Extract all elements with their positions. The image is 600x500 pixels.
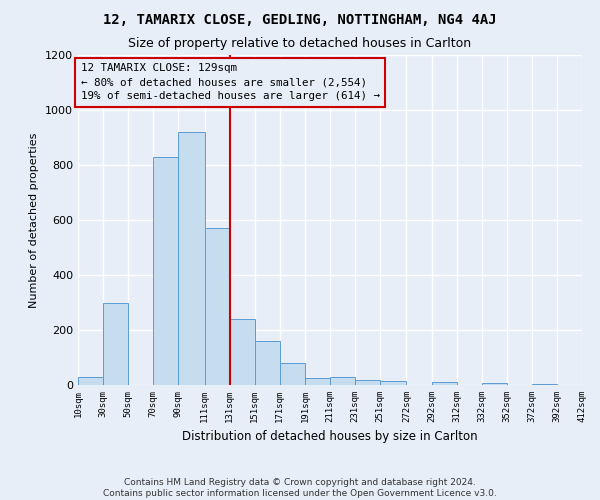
Bar: [230, 319, 255, 385]
Text: Contains HM Land Registry data © Crown copyright and database right 2024.
Contai: Contains HM Land Registry data © Crown c…: [103, 478, 497, 498]
Text: 12, TAMARIX CLOSE, GEDLING, NOTTINGHAM, NG4 4AJ: 12, TAMARIX CLOSE, GEDLING, NOTTINGHAM, …: [103, 12, 497, 26]
Bar: [431, 382, 457, 385]
Bar: [205, 228, 230, 385]
Bar: [355, 380, 380, 385]
Bar: [380, 381, 406, 385]
Bar: [78, 377, 103, 385]
Bar: [482, 383, 507, 385]
Bar: [255, 341, 280, 385]
Bar: [178, 132, 205, 385]
Y-axis label: Number of detached properties: Number of detached properties: [29, 132, 40, 308]
Bar: [153, 157, 178, 385]
Bar: [103, 302, 128, 385]
Text: Size of property relative to detached houses in Carlton: Size of property relative to detached ho…: [128, 38, 472, 51]
Bar: [305, 378, 330, 385]
Text: 12 TAMARIX CLOSE: 129sqm
← 80% of detached houses are smaller (2,554)
19% of sem: 12 TAMARIX CLOSE: 129sqm ← 80% of detach…: [80, 63, 380, 101]
X-axis label: Distribution of detached houses by size in Carlton: Distribution of detached houses by size …: [182, 430, 478, 444]
Bar: [330, 377, 355, 385]
Bar: [280, 363, 305, 385]
Bar: [532, 384, 557, 385]
